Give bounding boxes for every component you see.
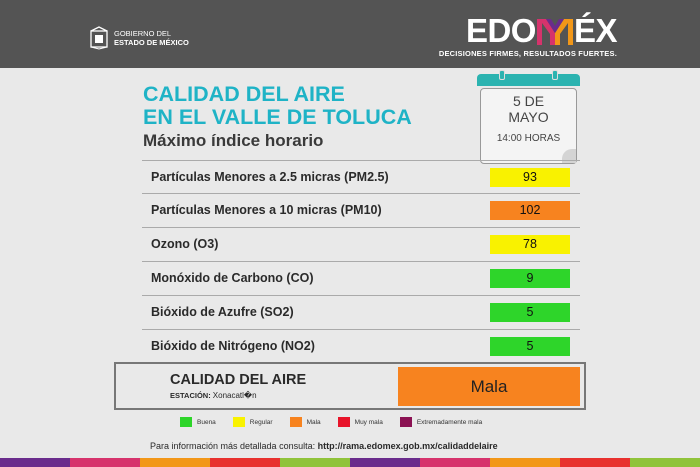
pollutant-value: 5: [490, 303, 570, 322]
pollutant-row: Partículas Menores a 2.5 micras (PM2.5) …: [142, 160, 580, 194]
footer-link[interactable]: http://rama.edomex.gob.mx/calidaddelaire: [317, 441, 498, 451]
calendar-widget: 5 DE MAYO 14:00 HORAS: [477, 70, 580, 164]
page-curl: [562, 149, 576, 163]
legend-item: Extremadamente mala: [399, 417, 483, 427]
brand-left: EDO: [465, 12, 537, 49]
pollutant-label: Monóxido de Carbono (CO): [151, 271, 314, 285]
air-quality-summary: CALIDAD DEL AIRE ESTACIÓN: Xonacatl�n Ma…: [114, 362, 586, 410]
tagline: DECISIONES FIRMES, RESULTADOS FUERTES.: [438, 49, 617, 58]
pollutant-row: Monóxido de Carbono (CO) 9: [142, 262, 580, 296]
stripe-segment: [210, 458, 280, 467]
calendar-page: 5 DE MAYO 14:00 HORAS: [480, 88, 577, 164]
stripe-segment: [70, 458, 140, 467]
pollutant-value: 5: [490, 337, 570, 356]
footer-text: Para información más detallada consulta:: [150, 441, 318, 451]
pollutant-value: 78: [490, 235, 570, 254]
station-info: ESTACIÓN: Xonacatl�n: [170, 391, 257, 400]
page-subtitle: Máximo índice horario: [143, 131, 324, 150]
pollutant-row: Ozono (O3) 78: [142, 228, 580, 262]
stripe-segment: [280, 458, 350, 467]
stripe-segment: [630, 458, 700, 467]
calendar-ring-icon: [552, 70, 558, 80]
calendar-ring-icon: [499, 70, 505, 80]
station-value: Xonacatl�n: [212, 391, 257, 400]
title-line1: CALIDAD DEL AIRE: [143, 82, 345, 106]
pollutant-value: 93: [490, 168, 570, 187]
edomex-logo: EDO ÉX DECISIONES FIRMES, RESULTADOS FUE…: [438, 12, 618, 58]
legend-label: Extremadamente mala: [416, 418, 483, 426]
pollutant-value: 102: [490, 201, 570, 220]
calendar-time: 14:00 HORAS: [496, 133, 561, 144]
legend-item: Buena: [180, 417, 216, 427]
pollutant-label: Ozono (O3): [151, 237, 219, 251]
legend-swatch: [289, 417, 302, 427]
brand-right: ÉX: [573, 12, 618, 49]
gobierno-logo: GOBIERNO DEL ESTADO DE MÉXICO: [88, 26, 189, 50]
header-bar: GOBIERNO DEL ESTADO DE MÉXICO EDO ÉX DEC…: [0, 0, 700, 68]
footer-info: Para información más detallada consulta:…: [150, 441, 498, 451]
legend-swatch: [232, 417, 245, 427]
pollutant-row: Partículas Menores a 10 micras (PM10) 10…: [142, 194, 580, 228]
legend-item: Muy mala: [337, 417, 383, 427]
stripe-segment: [490, 458, 560, 467]
summary-title: CALIDAD DEL AIRE: [170, 372, 307, 388]
pollutant-row: Bióxido de Azufre (SO2) 5: [142, 296, 580, 330]
legend-item: Mala: [289, 417, 321, 427]
gob-line1: GOBIERNO DEL: [114, 29, 172, 38]
stripe-segment: [350, 458, 420, 467]
pollutant-value: 9: [490, 269, 570, 288]
stripe-segment: [0, 458, 70, 467]
coat-of-arms-icon: [90, 26, 108, 50]
legend-item: Regular: [232, 417, 273, 427]
stripe-segment: [140, 458, 210, 467]
legend-label: Regular: [249, 418, 273, 426]
gob-line2: ESTADO DE MÉXICO: [114, 38, 189, 47]
stripe-segment: [560, 458, 630, 467]
calendar-header: [477, 74, 580, 86]
legend-label: Mala: [306, 418, 321, 426]
edomex-m-icon: [536, 17, 573, 45]
color-stripe: [0, 458, 700, 467]
page-title: CALIDAD DEL AIRE EN EL VALLE DE TOLUCA: [143, 83, 412, 129]
legend-label: Buena: [197, 418, 216, 426]
stripe-segment: [420, 458, 490, 467]
quality-badge: Mala: [398, 367, 580, 406]
legend: Buena Regular Mala Muy mala Extremadamen…: [180, 417, 499, 427]
pollutant-label: Bióxido de Azufre (SO2): [151, 305, 294, 319]
pollutant-label: Partículas Menores a 2.5 micras (PM2.5): [151, 170, 389, 184]
pollutant-table: Partículas Menores a 2.5 micras (PM2.5) …: [142, 160, 580, 364]
pollutant-label: Partículas Menores a 10 micras (PM10): [151, 203, 382, 217]
calendar-day: 5 DE: [512, 93, 545, 109]
legend-swatch: [180, 417, 192, 427]
legend-swatch: [399, 417, 412, 427]
legend-swatch: [337, 417, 350, 427]
calendar-month: MAYO: [508, 109, 549, 125]
pollutant-row: Bióxido de Nitrógeno (NO2) 5: [142, 330, 580, 364]
legend-label: Muy mala: [354, 418, 383, 426]
title-line2: EN EL VALLE DE TOLUCA: [143, 105, 412, 129]
station-label: ESTACIÓN:: [170, 391, 211, 400]
pollutant-label: Bióxido de Nitrógeno (NO2): [151, 339, 315, 353]
